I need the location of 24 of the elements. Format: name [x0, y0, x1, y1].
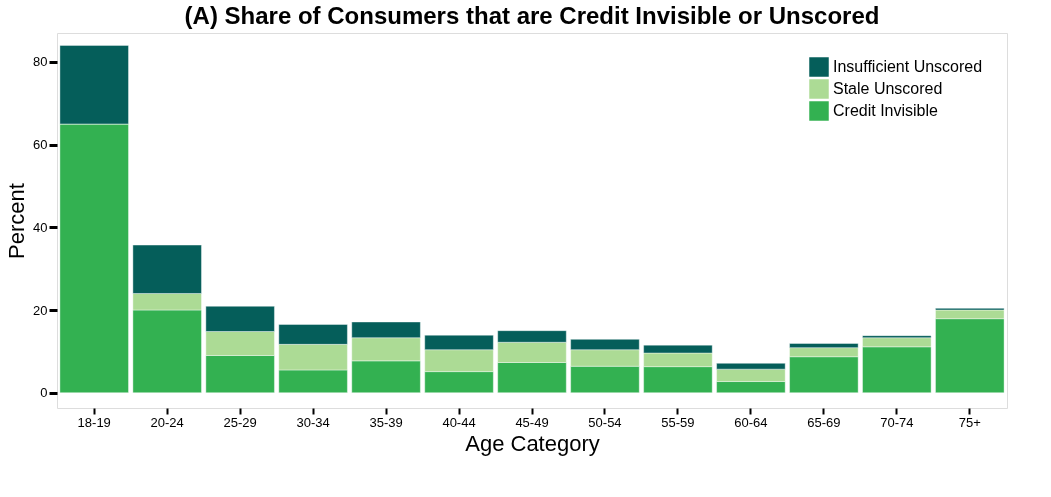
y-tick-label: 40 — [33, 219, 48, 235]
x-tick-label: 30-34 — [296, 414, 330, 430]
x-tick-label: 55-59 — [661, 414, 695, 430]
x-tick-label: 18-19 — [77, 414, 111, 430]
x-tick-label: 35-39 — [369, 414, 403, 430]
y-tick-label: 80 — [33, 54, 48, 70]
x-tick-label: 40-44 — [442, 414, 476, 430]
chart-title: (A) Share of Consumers that are Credit Invisible or Unscored — [184, 2, 880, 29]
x-tick-label: 45-49 — [515, 414, 549, 430]
x-tick-label: 60-64 — [734, 414, 768, 430]
x-tick-label: 75+ — [958, 414, 981, 430]
y-tick-label: 60 — [33, 137, 48, 153]
legend-label: Insufficient Unscored — [833, 58, 983, 75]
x-tick-label: 50-54 — [588, 414, 622, 430]
y-axis-title: Percent — [4, 183, 30, 259]
legend-label: Stale Unscored — [833, 80, 943, 97]
y-tick-label: 20 — [33, 302, 48, 318]
y-tick-label: 0 — [40, 385, 48, 401]
x-tick-label: 25-29 — [223, 414, 257, 430]
legend-label: Credit Invisible — [833, 102, 939, 119]
x-tick-label: 20-24 — [150, 414, 184, 430]
x-axis-title: Age Category — [465, 430, 600, 456]
x-tick-label: 65-69 — [807, 414, 841, 430]
x-tick-label: 70-74 — [880, 414, 914, 430]
